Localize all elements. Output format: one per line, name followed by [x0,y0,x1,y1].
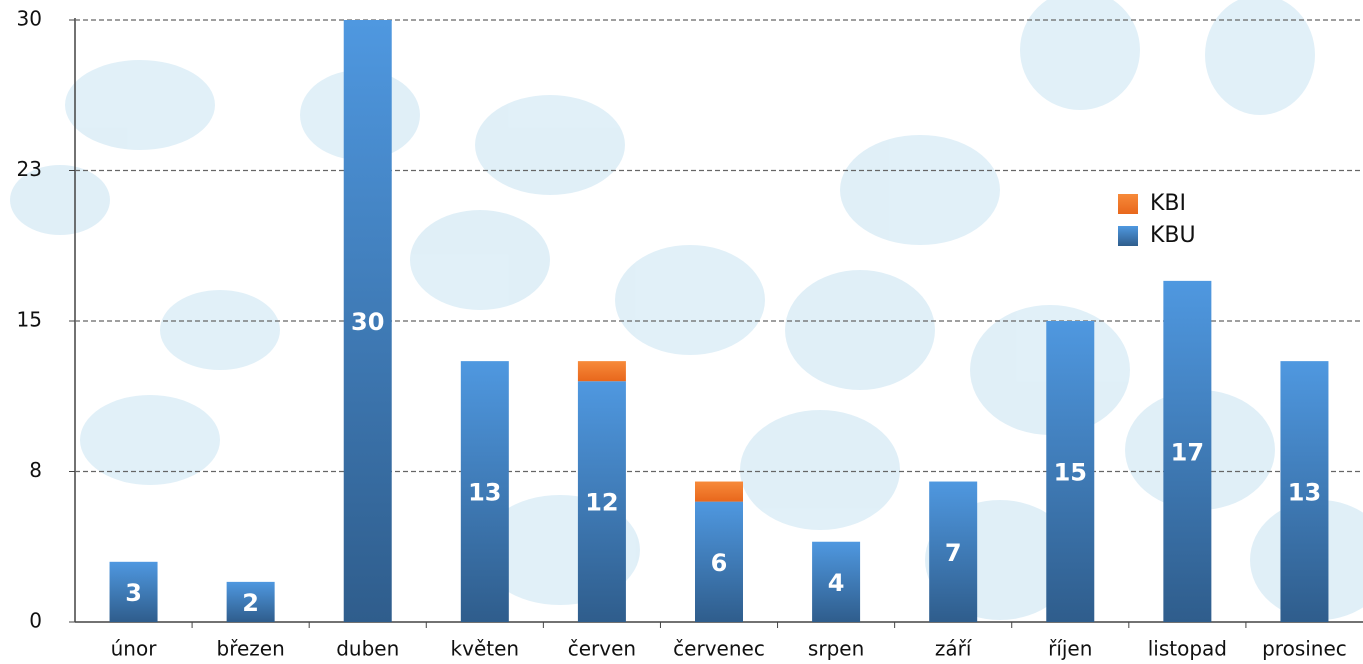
y-tick-label: 30 [17,7,42,31]
y-tick-label: 0 [29,609,42,633]
data-label: 30 [351,308,384,336]
bar-segment [929,481,978,622]
bar-segment [226,581,275,622]
x-tick-label: listopad [1148,637,1227,661]
x-tick-label: srpen [808,637,864,661]
x-tick-label: říjen [1048,637,1092,661]
legend-swatch [1118,194,1138,214]
data-label: 17 [1171,438,1204,466]
bar-segment [1046,321,1095,622]
data-label: 13 [468,479,501,507]
bar-segment [695,501,743,622]
legend-swatch [1118,226,1138,246]
legend-label: KBU [1150,223,1196,248]
bar-segment [577,361,626,382]
data-label: 2 [242,589,259,617]
data-label: 15 [1054,459,1087,487]
legend-label: KBI [1150,191,1186,216]
x-tick-label: březen [217,637,285,661]
x-tick-label: prosinec [1262,637,1347,661]
bar-segment [109,561,158,622]
legend-box [1062,182,1286,250]
bar-segment [343,20,392,622]
bar-segment [695,481,743,502]
bar-segment [577,381,626,622]
x-tick-label: únor [111,637,158,661]
data-label: 3 [125,579,142,607]
data-label: 6 [711,549,728,577]
bar-segment [812,541,861,622]
bar-segment [1163,280,1212,622]
x-tick-label: květen [451,637,520,661]
bar-segment [460,361,509,622]
x-tick-label: duben [336,637,399,661]
bar-segment [1280,361,1329,622]
x-tick-label: červen [568,637,636,661]
x-tick-label: červenec [673,637,765,661]
data-label: 4 [828,569,845,597]
data-label: 12 [585,489,618,517]
y-tick-label: 15 [17,308,42,332]
background-bubbles [10,0,1363,620]
x-tick-label: září [935,637,973,661]
data-label: 13 [1288,479,1321,507]
y-tick-label: 23 [17,157,42,181]
data-label: 7 [945,539,962,567]
y-tick-label: 8 [29,458,42,482]
